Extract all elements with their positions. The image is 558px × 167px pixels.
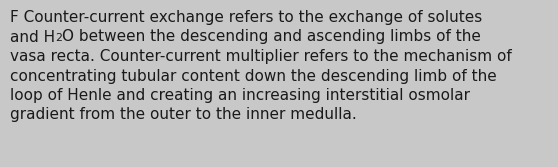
Text: O between the descending and ascending limbs of the: O between the descending and ascending l… (62, 30, 481, 44)
Text: 2: 2 (55, 33, 62, 43)
Text: F Counter-current exchange refers to the exchange of solutes: F Counter-current exchange refers to the… (10, 10, 482, 25)
Text: vasa recta. Counter-current multiplier refers to the mechanism of: vasa recta. Counter-current multiplier r… (10, 49, 512, 64)
Text: and H: and H (10, 30, 55, 44)
Text: concentrating tubular content down the descending limb of the: concentrating tubular content down the d… (10, 68, 497, 84)
Text: 2: 2 (55, 30, 62, 40)
Text: loop of Henle and creating an increasing interstitial osmolar: loop of Henle and creating an increasing… (10, 88, 470, 103)
Text: gradient from the outer to the inner medulla.: gradient from the outer to the inner med… (10, 108, 357, 123)
